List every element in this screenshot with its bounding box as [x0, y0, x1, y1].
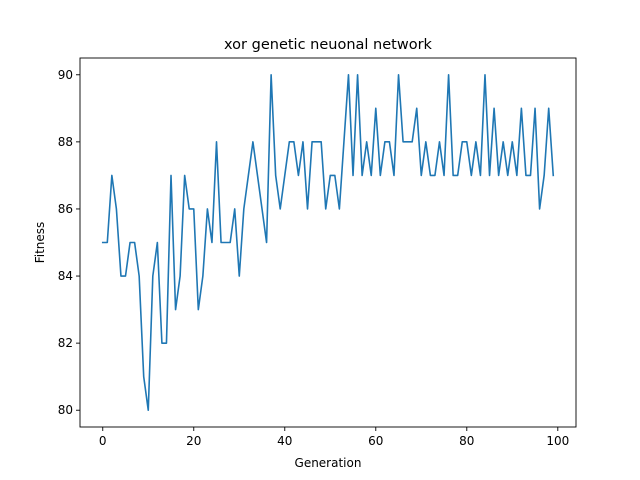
x-tick-label: 100	[546, 434, 569, 448]
x-axis: 0 20 40 60 80 100	[99, 427, 569, 448]
x-tick-label: 80	[459, 434, 474, 448]
series-line	[101, 73, 555, 412]
axes-frame	[79, 57, 577, 428]
plot-area	[79, 57, 577, 428]
y-axis: 80 82 84 86 88 90	[58, 68, 80, 417]
x-tick-label: 20	[186, 434, 201, 448]
y-tick-label: 82	[58, 336, 73, 350]
y-tick-label: 84	[58, 269, 73, 283]
x-axis-label: Generation	[295, 456, 362, 470]
x-tick-label: 60	[368, 434, 383, 448]
y-tick-label: 88	[58, 135, 73, 149]
y-tick-label: 86	[58, 202, 73, 216]
y-tick-label: 80	[58, 403, 73, 417]
y-axis-label: Fitness	[33, 222, 47, 264]
y-tick-label: 90	[58, 68, 73, 82]
x-tick-label: 0	[99, 434, 107, 448]
chart-title: xor genetic neuonal network	[224, 37, 432, 53]
series-group	[101, 73, 555, 412]
x-tick-label: 40	[277, 434, 292, 448]
